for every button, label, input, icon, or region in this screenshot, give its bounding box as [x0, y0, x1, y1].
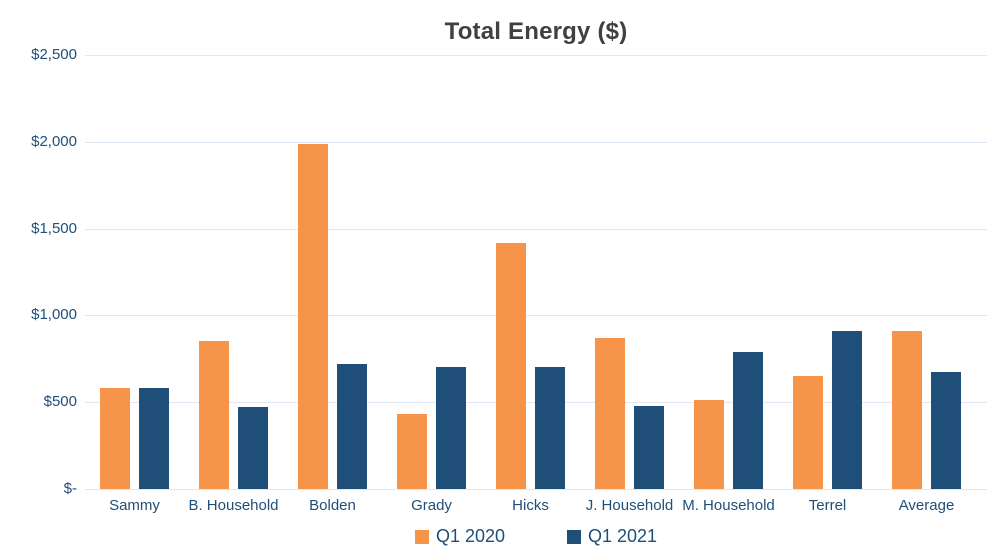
- bar-q1-2021-m-household: [733, 351, 763, 489]
- gridline: [85, 228, 987, 230]
- bar-q1-2020-m-household: [694, 400, 724, 489]
- bar-q1-2020-hicks: [496, 243, 526, 489]
- bar-q1-2020-average: [892, 331, 922, 489]
- bar-q1-2021-sammy: [139, 388, 169, 489]
- y-tick-label: $500: [43, 393, 77, 411]
- legend-item-q1-2021: Q1 2021: [567, 526, 657, 547]
- x-tick-label-hicks: Hicks: [512, 497, 549, 514]
- bar-q1-2021-hicks: [535, 367, 565, 489]
- bar-q1-2020-b-household: [199, 340, 229, 489]
- bar-q1-2020-bolden: [298, 143, 328, 489]
- x-tick-label-terrel: Terrel: [808, 497, 847, 514]
- bar-q1-2021-b-household: [238, 406, 268, 489]
- gridline: [85, 55, 987, 56]
- bar-q1-2021-terrel: [832, 331, 862, 489]
- x-tick-label-m-household: M. Household: [682, 497, 775, 514]
- bar-q1-2021-bolden: [337, 364, 367, 489]
- bar-q1-2020-grady: [397, 414, 427, 489]
- y-tick-label: $1,500: [31, 219, 77, 237]
- plot-area: [85, 55, 987, 490]
- x-tick-label-grady: Grady: [411, 497, 452, 514]
- bar-q1-2021-average: [931, 371, 961, 489]
- chart-title: Total Energy ($): [444, 18, 628, 45]
- x-tick-label-bolden: Bolden: [309, 497, 356, 514]
- x-tick-label-sammy: Sammy: [109, 497, 160, 514]
- legend-swatch-q1-2020: [414, 529, 429, 544]
- gridline: [85, 141, 987, 143]
- y-tick-label: $-: [63, 480, 77, 497]
- gridline: [85, 315, 987, 317]
- x-tick-label-j-household: J. Household: [585, 497, 674, 514]
- legend: Q1 2020 Q1 2021: [85, 526, 987, 547]
- legend-label: Q1 2020: [435, 526, 505, 546]
- y-tick-label: $2,000: [31, 132, 77, 150]
- bar-q1-2021-grady: [436, 367, 466, 489]
- bar-q1-2021-j-household: [634, 405, 664, 489]
- x-tick-label-average: Average: [898, 497, 955, 514]
- x-tick-label-b-household: B. Household: [188, 497, 279, 514]
- bar-q1-2020-terrel: [793, 376, 823, 489]
- legend-label: Q1 2021: [588, 526, 658, 546]
- gridline: [85, 489, 987, 490]
- y-tick-label: $1,000: [31, 306, 77, 324]
- legend-swatch-q1-2021: [567, 529, 581, 544]
- y-tick-label: $2,500: [31, 46, 77, 63]
- bar-q1-2020-sammy: [100, 388, 130, 489]
- legend-item-q1-2020: Q1 2020: [414, 526, 505, 547]
- bar-q1-2020-j-household: [595, 337, 625, 489]
